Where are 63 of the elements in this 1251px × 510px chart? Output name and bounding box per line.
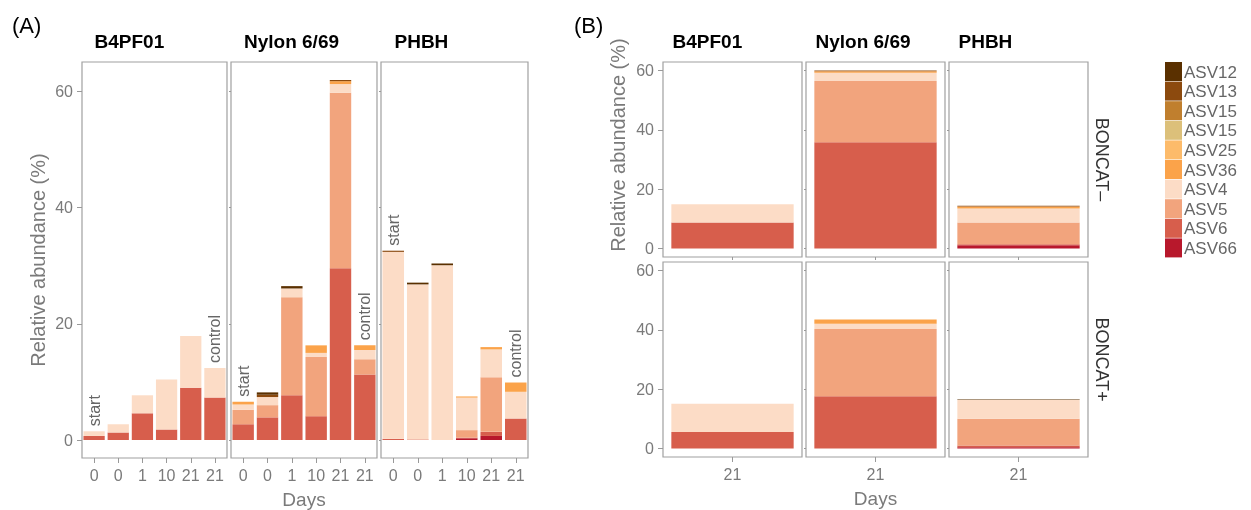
y-tick-label: 60 — [636, 62, 655, 80]
x-tick-label: 1 — [437, 466, 447, 484]
chart-title: PHBH — [958, 31, 1013, 52]
legend-label: ASV15 — [1184, 121, 1237, 141]
y-tick-label: 40 — [55, 199, 74, 217]
x-tick-label: 21 — [866, 465, 885, 483]
x-tick-label: 1 — [287, 466, 297, 484]
y2-axis-title: BONCAT+ — [1092, 317, 1112, 402]
y-axis-title: Relative abundance (%) — [27, 153, 49, 367]
y2-axis-title: BONCAT– — [1092, 117, 1112, 202]
x-tick-label: 10 — [457, 466, 476, 484]
y-axis-title: Relative abundance (%) — [607, 38, 629, 252]
chart-title: B4PF01 — [94, 31, 165, 52]
x-tick-label: 0 — [263, 466, 273, 484]
chart-title: B4PF01 — [672, 31, 743, 52]
x-tick-label: 0 — [238, 466, 248, 484]
legend-label: ASV6 — [1184, 219, 1228, 239]
x-tick-label: 21 — [355, 466, 374, 484]
x-tick-label: 21 — [1009, 465, 1028, 483]
x-tick-label: 10 — [307, 466, 326, 484]
legend-label: ASV36 — [1184, 160, 1237, 180]
legend-label: ASV66 — [1184, 238, 1237, 258]
y-tick-label: 60 — [636, 262, 655, 280]
legend-label: ASV15 — [1184, 101, 1237, 121]
x-tick-label: 1 — [137, 466, 147, 484]
x-tick-label: 21 — [506, 466, 525, 484]
annotation: start — [384, 214, 402, 246]
legend-label: ASV25 — [1184, 140, 1237, 160]
y-tick-label: 0 — [645, 239, 655, 257]
x-tick-label: 0 — [89, 466, 99, 484]
annotation: control — [206, 314, 224, 363]
x-tick-label: 10 — [157, 466, 176, 484]
chart-title: Nylon 6/69 — [815, 31, 911, 52]
y-tick-label: 0 — [64, 431, 74, 449]
x-tick-label: 0 — [388, 466, 398, 484]
y-tick-label: 20 — [636, 380, 655, 398]
y-tick-label: 20 — [55, 315, 74, 333]
y-tick-label: 20 — [636, 180, 655, 198]
chart-title: Nylon 6/69 — [244, 31, 340, 52]
text: (A) — [12, 12, 42, 38]
legend-label: ASV13 — [1184, 82, 1237, 102]
x-tick-label: 21 — [181, 466, 200, 484]
x-tick-label: 0 — [413, 466, 423, 484]
y-tick-label: 60 — [55, 83, 74, 101]
annotation: start — [85, 394, 103, 427]
y-tick-label: 0 — [645, 439, 655, 457]
chart-title: PHBH — [394, 31, 449, 52]
x-axis-title: Days — [853, 487, 898, 509]
x-tick-label: 21 — [723, 465, 742, 483]
x-tick-label: 0 — [113, 466, 123, 484]
x-tick-label: 21 — [206, 466, 224, 484]
legend-label: ASV5 — [1184, 199, 1228, 219]
x-tick-label: 21 — [331, 466, 350, 484]
text: (B) — [574, 12, 604, 38]
annotation: control — [507, 329, 525, 378]
y-tick-label: 40 — [636, 321, 655, 339]
x-tick-label: 21 — [482, 466, 501, 484]
y-tick-label: 40 — [636, 121, 655, 139]
legend-label: ASV12 — [1184, 62, 1237, 82]
annotation: start — [234, 365, 252, 397]
x-axis-title: Days — [282, 488, 326, 510]
annotation: control — [356, 292, 374, 341]
legend-label: ASV4 — [1184, 180, 1228, 200]
